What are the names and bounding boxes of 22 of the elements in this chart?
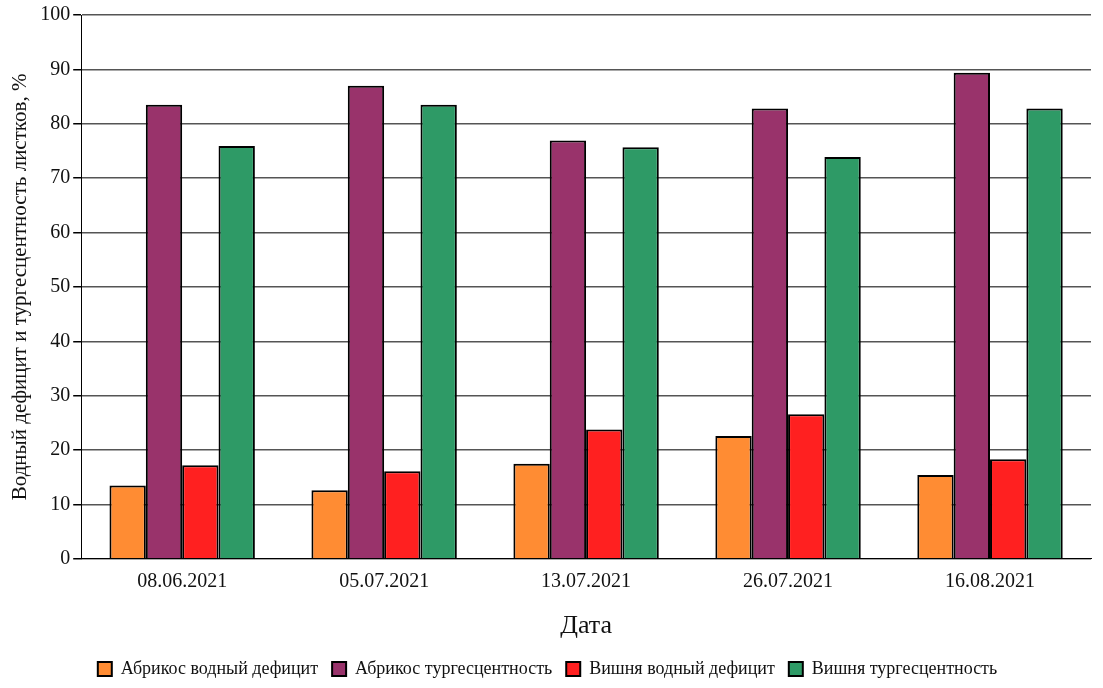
x-axis-title: Дата (560, 610, 613, 640)
y-tick-label: 100 (40, 2, 71, 25)
legend-label: Вишня водный дефицит (589, 657, 775, 678)
y-tick-label: 40 (50, 328, 71, 351)
y-tick-label: 0 (60, 546, 71, 569)
y-tick-label: 30 (50, 382, 71, 405)
y-tick-label: 80 (50, 111, 71, 134)
legend-label: Абрикос водный дефицит (120, 657, 319, 678)
y-tick-label: 90 (50, 56, 71, 79)
x-tick-label: 16.08.2021 (945, 569, 1036, 592)
x-tick-label: 05.07.2021 (339, 569, 430, 592)
legend-label: Абрикос тургесцентность (355, 657, 553, 678)
y-tick-label: 50 (50, 274, 71, 297)
y-tick-label: 60 (50, 219, 71, 242)
y-tick-label: 10 (50, 491, 71, 514)
x-tick-label: 13.07.2021 (541, 569, 632, 592)
y-tick-label: 70 (50, 165, 71, 188)
x-tick-label: 08.06.2021 (137, 569, 228, 592)
y-axis-title: Водный дефицит и тургесцентность листков, % (7, 73, 32, 501)
x-tick-label: 26.07.2021 (743, 569, 834, 592)
y-tick-label: 20 (50, 437, 71, 460)
legend-label: Вишня тургесцентность (811, 657, 998, 678)
